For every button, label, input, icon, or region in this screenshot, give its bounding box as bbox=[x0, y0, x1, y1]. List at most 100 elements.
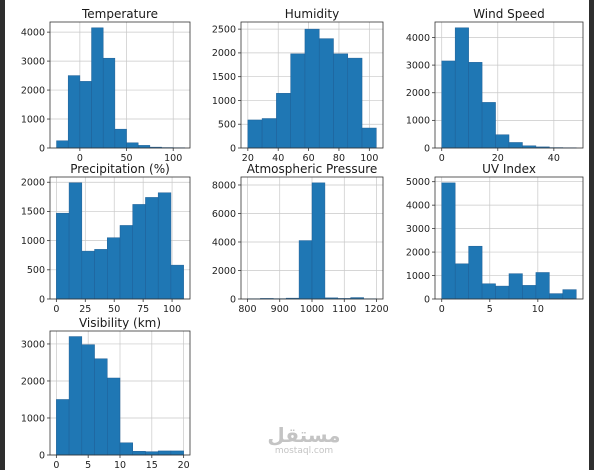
watermark-logo: مستقل bbox=[267, 423, 341, 447]
histogram-bar bbox=[56, 212, 70, 300]
x-tick-label: 50 bbox=[120, 153, 132, 164]
y-tick-label: 0 bbox=[230, 143, 236, 154]
histogram-bar bbox=[481, 283, 496, 300]
x-tick-label: 1100 bbox=[332, 304, 356, 315]
histogram-bar bbox=[119, 225, 133, 300]
y-tick-label: 0 bbox=[39, 143, 45, 154]
histogram-bar bbox=[157, 192, 172, 300]
y-tick-label: 1500 bbox=[212, 72, 236, 83]
histogram-bar bbox=[157, 450, 172, 456]
x-tick-label: 20 bbox=[492, 153, 504, 164]
histogram-bar bbox=[247, 119, 263, 149]
x-tick-label: 800 bbox=[238, 304, 256, 315]
histogram-bar bbox=[454, 263, 469, 300]
y-tick-label: 0 bbox=[39, 294, 45, 305]
histogram-bar bbox=[454, 27, 469, 149]
y-tick-label: 3000 bbox=[21, 56, 45, 67]
histogram-bar bbox=[441, 60, 456, 149]
y-tick-label: 0 bbox=[424, 294, 430, 305]
x-tick-label: 5 bbox=[85, 460, 91, 470]
axes-frame bbox=[434, 21, 584, 149]
histogram-bar bbox=[549, 293, 564, 300]
histogram-bar bbox=[311, 182, 326, 300]
histogram-bar bbox=[132, 204, 146, 300]
figure-frame: 0 50 100 0 1000 2000 3000 4000 Temperature 20 40 60… bbox=[5, 0, 589, 470]
y-tick-label: 2000 bbox=[21, 178, 45, 189]
x-tick-label: 15 bbox=[146, 460, 158, 470]
x-tick-label: 1200 bbox=[364, 304, 388, 315]
y-tick-label: 2000 bbox=[21, 376, 45, 387]
watermark-url: mostaql.com bbox=[274, 446, 334, 456]
y-tick-label: 4000 bbox=[212, 237, 236, 248]
histogram-bar bbox=[91, 27, 104, 149]
y-tick-label: 0 bbox=[424, 143, 430, 154]
x-tick-label: 40 bbox=[272, 153, 284, 164]
histogram-bar bbox=[56, 140, 69, 149]
subplot-title: Humidity bbox=[285, 7, 339, 21]
x-tick-label: 0 bbox=[53, 460, 59, 470]
histogram-bar bbox=[361, 127, 377, 149]
x-tick-label: 100 bbox=[164, 153, 182, 164]
x-tick-label: 0 bbox=[53, 304, 59, 315]
histogram-bar bbox=[170, 264, 184, 300]
x-tick-label: 100 bbox=[360, 153, 378, 164]
histogram-bar bbox=[145, 451, 159, 456]
y-tick-label: 1000 bbox=[406, 271, 430, 282]
subplot-title: Visibility (km) bbox=[79, 316, 161, 330]
histogram-bar bbox=[132, 451, 146, 456]
y-tick-label: 1000 bbox=[406, 116, 430, 127]
y-tick-label: 1000 bbox=[21, 114, 45, 125]
y-tick-label: 500 bbox=[218, 120, 236, 131]
y-tick-label: 3000 bbox=[406, 60, 430, 71]
axes-frame bbox=[240, 21, 384, 149]
x-tick-label: 0 bbox=[439, 153, 445, 164]
y-tick-label: 6000 bbox=[212, 209, 236, 220]
subplot-title: Wind Speed bbox=[473, 7, 545, 21]
subplot-title: UV Index bbox=[482, 162, 536, 176]
histogram-bar bbox=[68, 336, 83, 456]
y-tick-label: 4000 bbox=[21, 27, 45, 38]
y-tick-label: 4000 bbox=[406, 33, 430, 44]
histogram-bar bbox=[495, 285, 510, 300]
subplot-6: 0 5 10 0 1000 2000 3000 4000 5000 UV Index bbox=[406, 162, 584, 315]
subplot-title: Precipitation (%) bbox=[70, 162, 170, 176]
y-tick-label: 8000 bbox=[212, 180, 236, 191]
histogram-bar bbox=[81, 344, 95, 456]
histogram-bar bbox=[508, 142, 523, 149]
histogram-bar bbox=[481, 102, 496, 149]
y-tick-label: 0 bbox=[39, 450, 45, 461]
y-tick-label: 2000 bbox=[21, 85, 45, 96]
y-tick-label: 5000 bbox=[406, 177, 430, 188]
histogram-bar bbox=[333, 53, 349, 149]
y-tick-label: 1000 bbox=[21, 413, 45, 424]
histogram-bar bbox=[102, 57, 116, 149]
histogram-bar bbox=[276, 93, 291, 149]
histogram-bar bbox=[170, 450, 184, 456]
subplot-title: Atmospheric Pressure bbox=[247, 162, 378, 176]
subplot-3: 0 20 40 0 1000 2000 3000 4000 Wind Speed bbox=[406, 7, 584, 164]
axes-frame bbox=[49, 176, 191, 300]
y-tick-label: 2500 bbox=[212, 24, 236, 35]
histogram-bar bbox=[126, 142, 139, 149]
histogram-bar bbox=[508, 273, 523, 300]
histogram-bar bbox=[522, 285, 537, 300]
x-tick-label: 50 bbox=[108, 304, 120, 315]
subplot-7: 0 5 10 15 20 0 1000 2000 3000 Visibility (km) bbox=[21, 316, 191, 470]
x-tick-label: 20 bbox=[178, 460, 190, 470]
x-tick-label: 10 bbox=[532, 304, 544, 315]
histogram-bar bbox=[114, 128, 127, 149]
histogram-bar bbox=[495, 134, 510, 149]
histogram-bar bbox=[56, 399, 70, 456]
x-tick-label: 0 bbox=[439, 304, 445, 315]
x-tick-label: 75 bbox=[137, 304, 149, 315]
y-tick-label: 2000 bbox=[212, 266, 236, 277]
histogram-bar bbox=[94, 358, 108, 456]
histogram-bar bbox=[304, 28, 320, 149]
axes-frame bbox=[434, 176, 584, 300]
y-tick-label: 0 bbox=[230, 294, 236, 305]
y-tick-label: 1500 bbox=[21, 207, 45, 218]
histogram-bar bbox=[145, 197, 159, 300]
histogram-bar bbox=[468, 245, 483, 300]
